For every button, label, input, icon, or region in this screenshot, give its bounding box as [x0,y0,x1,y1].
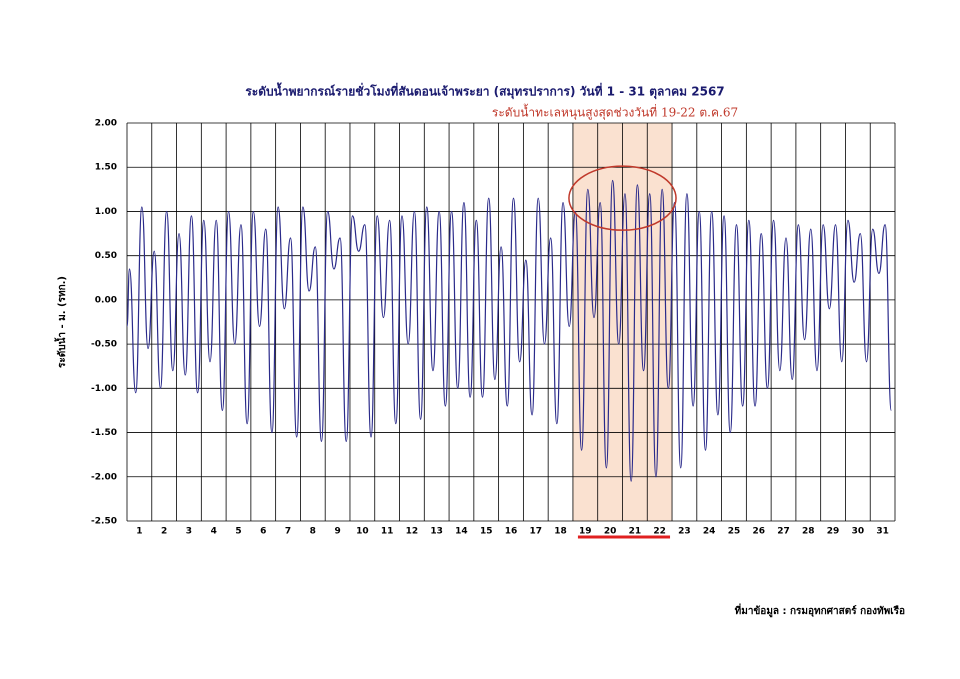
y-tick-label: -1.50 [91,428,117,438]
x-tick-label: 17 [530,527,543,537]
x-tick-label: 4 [211,527,217,537]
x-tick-label: 7 [285,527,291,537]
x-tick-label: 18 [554,527,567,537]
x-tick-label: 26 [752,527,765,537]
x-tick-label: 25 [728,527,741,537]
x-tick-label: 20 [604,527,617,537]
chart-title: ระดับน้ำพยากรณ์รายชั่วโมงที่สันดอนเจ้าพร… [245,82,724,100]
x-tick-label: 19 [579,527,592,537]
x-tick-label: 22 [653,527,666,537]
source-note: ที่มาข้อมูล : กรมอุทกศาสตร์ กองทัพเรือ [735,603,905,618]
x-tick-label: 28 [802,527,815,537]
x-tick-label: 2 [161,527,167,537]
x-tick-label: 8 [310,527,316,537]
x-tick-label: 27 [777,527,790,537]
y-tick-label: -2.00 [91,472,117,482]
y-tick-label: 2.00 [95,119,117,129]
tide-line [126,179,892,482]
y-tick-label: 0.50 [95,251,117,261]
y-tick-label: 0.00 [95,295,117,305]
x-tick-label: 15 [480,527,493,537]
x-tick-label: 21 [629,527,642,537]
x-tick-label: 5 [235,527,241,537]
y-tick-label: -1.00 [91,384,117,394]
x-tick-label: 16 [505,527,518,537]
x-tick-label: 23 [678,527,691,537]
chart-subtitle: ระดับน้ำทะเลหนุนสูงสุดช่วงวันที่ 19-22 ต… [492,104,738,121]
x-tick-label: 3 [186,527,192,537]
x-tick-label: 10 [356,527,369,537]
x-tick-label: 24 [703,527,716,537]
y-tick-label: 1.50 [95,163,117,173]
x-tick-label: 11 [381,527,394,537]
x-tick-label: 1 [136,527,142,537]
y-tick-label: 1.00 [95,207,117,217]
x-tick-label: 14 [455,527,468,537]
x-tick-label: 12 [406,527,419,537]
x-tick-label: 30 [852,527,865,537]
x-tick-label: 9 [334,527,340,537]
y-axis-label: ระดับน้ำ - ม. (รทก.) [54,276,68,368]
highlight-ellipse [568,165,677,231]
y-tick-label: -0.50 [91,340,117,350]
x-tick-label: 6 [260,527,266,537]
x-tick-label: 13 [430,527,443,537]
x-tick-label: 29 [827,527,840,537]
x-tick-label: 31 [876,527,889,537]
y-tick-label: -2.50 [91,517,117,527]
